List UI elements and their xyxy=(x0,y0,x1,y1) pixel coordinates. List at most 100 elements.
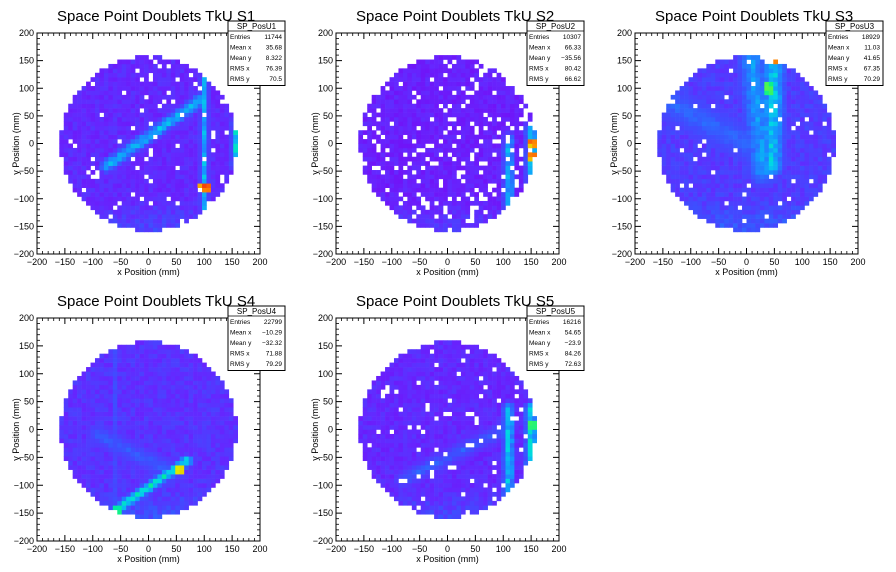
heatmap-cell xyxy=(773,187,779,193)
heatmap-cell xyxy=(202,187,207,193)
heatmap-cell xyxy=(465,178,471,184)
heatmap-cell xyxy=(161,214,167,219)
heatmap-cell xyxy=(728,86,734,91)
heatmap-cell xyxy=(501,147,506,153)
heatmap-cell xyxy=(773,125,779,131)
heatmap-cell xyxy=(139,178,145,184)
heatmap-cell xyxy=(402,94,408,100)
heatmap-cell xyxy=(371,94,377,100)
heatmap-cell xyxy=(764,196,770,202)
heatmap-cell xyxy=(804,174,810,180)
heatmap-cell xyxy=(188,161,194,166)
stats-row-value: 8.322 xyxy=(266,55,283,62)
heatmap-cell xyxy=(706,183,712,188)
heatmap-cell xyxy=(465,156,471,162)
heatmap-cell xyxy=(496,125,502,131)
heatmap-cell xyxy=(728,72,734,78)
heatmap-cell xyxy=(434,178,439,184)
heatmap-cell xyxy=(121,143,127,149)
panel-title: Space Point Doublets TkU S1 xyxy=(57,8,255,25)
heatmap-cell xyxy=(670,103,676,109)
heatmap-cell xyxy=(210,121,216,127)
heatmap-cell xyxy=(152,367,158,372)
heatmap-cell xyxy=(478,108,484,113)
heatmap-cell xyxy=(670,152,676,158)
heatmap-cell xyxy=(103,451,109,457)
heatmap-cell xyxy=(68,108,73,113)
y-tick-label: −150 xyxy=(14,221,34,231)
heatmap-cell xyxy=(170,425,176,430)
heatmap-cell xyxy=(161,433,167,439)
heatmap-cell xyxy=(407,99,413,105)
heatmap-cell xyxy=(121,174,127,180)
heatmap-cell xyxy=(193,147,198,153)
heatmap-cell xyxy=(768,121,774,127)
heatmap-cell xyxy=(86,447,91,453)
heatmap-cell xyxy=(81,94,87,100)
heatmap-cell xyxy=(144,474,149,479)
heatmap-cell xyxy=(228,170,234,175)
heatmap-cell xyxy=(161,442,167,448)
heatmap-cell xyxy=(94,178,100,184)
heatmap-cell xyxy=(117,362,123,368)
heatmap-cell xyxy=(108,161,114,166)
heatmap-cell xyxy=(210,192,216,197)
heatmap-cell xyxy=(170,491,176,497)
heatmap-cell xyxy=(103,147,109,153)
heatmap-cell xyxy=(742,103,747,109)
heatmap-cell xyxy=(724,187,729,193)
heatmap-cell xyxy=(692,165,698,171)
heatmap-cell xyxy=(447,209,453,215)
heatmap-cell xyxy=(407,112,413,118)
heatmap-cell xyxy=(402,170,408,175)
heatmap-cell xyxy=(130,59,136,65)
heatmap-cell xyxy=(469,147,475,153)
heatmap-cell xyxy=(81,178,87,184)
heatmap-cell xyxy=(157,447,163,453)
heatmap-cell xyxy=(782,81,787,87)
heatmap-cell xyxy=(407,200,413,206)
heatmap-cell xyxy=(126,108,131,113)
heatmap-cell xyxy=(126,469,131,475)
heatmap-cell xyxy=(81,465,87,470)
heatmap-cell xyxy=(469,68,475,74)
heatmap-cell xyxy=(742,170,747,175)
heatmap-cell xyxy=(144,460,149,466)
heatmap-cell xyxy=(86,192,91,197)
heatmap-cell xyxy=(94,442,100,448)
heatmap-cell xyxy=(103,134,109,140)
heatmap-cell xyxy=(148,223,154,228)
heatmap-cell xyxy=(425,130,430,135)
heatmap-cell xyxy=(474,134,480,140)
heatmap-cell xyxy=(478,121,484,127)
heatmap-cell xyxy=(527,161,533,166)
heatmap-cell xyxy=(210,99,216,105)
heatmap-cell xyxy=(447,147,453,153)
heatmap-cell xyxy=(157,500,163,506)
stats-row-value: −35.56 xyxy=(561,55,581,62)
heatmap-cell xyxy=(451,125,457,131)
heatmap-cell xyxy=(532,147,537,153)
heatmap-cell xyxy=(737,165,743,171)
heatmap-cell xyxy=(121,491,127,497)
heatmap-cell xyxy=(148,161,154,166)
heatmap-cell xyxy=(59,147,65,153)
heatmap-cell xyxy=(139,384,145,390)
heatmap-cell xyxy=(103,72,109,78)
heatmap-cell xyxy=(94,469,100,475)
heatmap-cell xyxy=(813,90,819,96)
heatmap-cell xyxy=(72,187,78,193)
heatmap-cell xyxy=(112,214,118,219)
heatmap-cell xyxy=(170,407,176,412)
axes: −200−200−150−150−100−100−50−500050501001… xyxy=(612,28,866,267)
heatmap-cell xyxy=(68,165,73,171)
heatmap-cell xyxy=(706,134,712,140)
heatmap-cell xyxy=(170,196,176,202)
heatmap-cell xyxy=(715,214,721,219)
heatmap-cell xyxy=(103,170,109,175)
heatmap-cell xyxy=(679,165,685,171)
heatmap-cell xyxy=(492,214,497,219)
heatmap-cell xyxy=(68,460,73,466)
heatmap-cell xyxy=(184,398,189,404)
heatmap-cell xyxy=(710,108,716,113)
